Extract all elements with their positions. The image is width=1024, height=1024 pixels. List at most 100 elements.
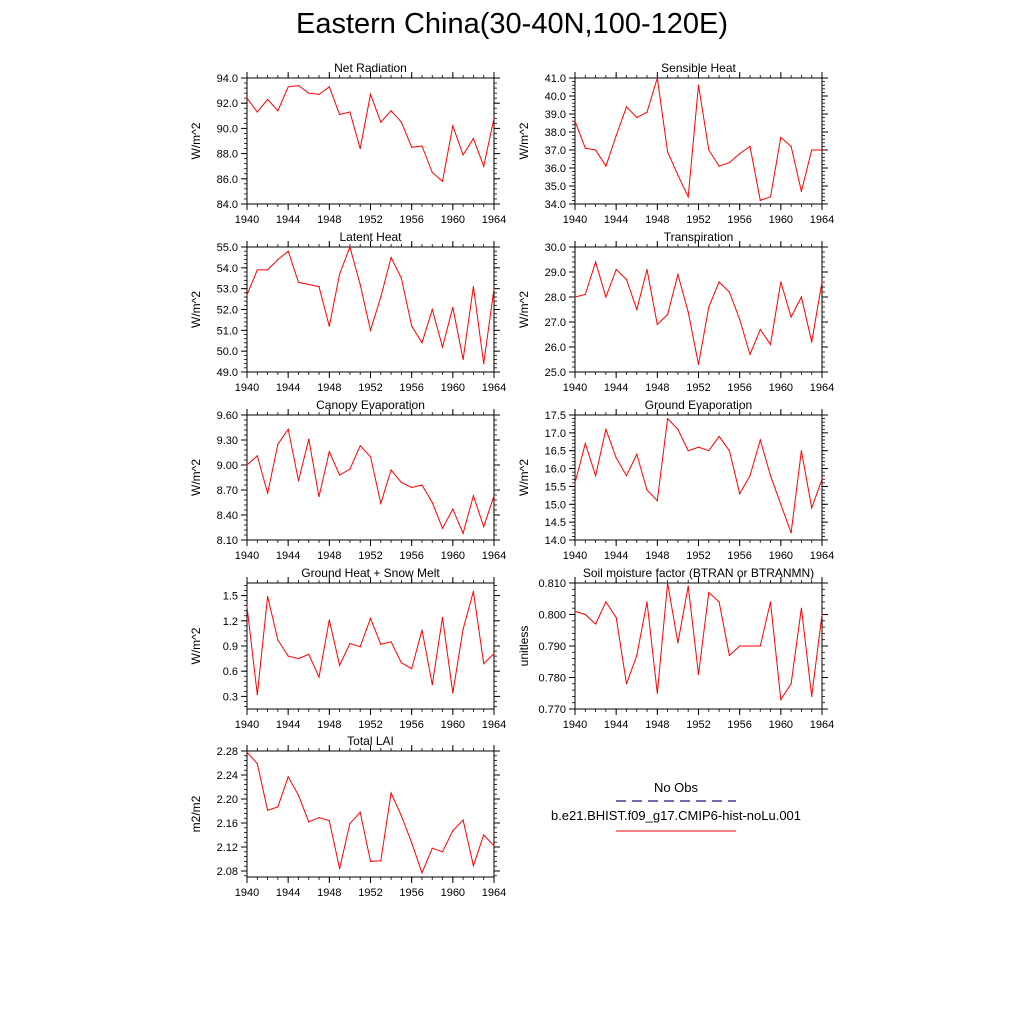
x-tick-label: 1960 (441, 887, 465, 899)
data-point (584, 293, 586, 296)
data-point (687, 585, 689, 587)
legend-obs-label: No Obs (653, 780, 699, 795)
series-line (574, 417, 823, 534)
x-tick-label: 1948 (317, 214, 341, 226)
plot-frame (574, 582, 823, 710)
y-tick-label: 34.0 (545, 199, 566, 211)
y-tick-label: 35.0 (545, 181, 566, 193)
data-point (697, 84, 700, 86)
y-tick-label: 37.0 (545, 145, 566, 157)
data-point (800, 296, 803, 298)
x-tick-label: 1948 (645, 382, 669, 394)
x-tick-label: 1956 (727, 382, 751, 394)
data-point (636, 654, 638, 657)
data-point (462, 532, 464, 534)
data-point (308, 283, 310, 286)
y-tick-label: 8.70 (217, 485, 238, 497)
data-point (318, 285, 320, 288)
y-tick-label: 88.0 (217, 149, 238, 161)
data-point (605, 601, 607, 603)
data-point (462, 154, 464, 156)
data-point (739, 318, 741, 321)
series-line (246, 751, 495, 875)
y-axis-label: W/m^2 (189, 291, 203, 328)
y-tick-label: 51.0 (217, 325, 238, 337)
data-point (308, 653, 310, 656)
y-tick-label: 9.30 (217, 435, 238, 447)
data-point (821, 149, 823, 151)
data-point (584, 613, 586, 616)
data-point (718, 435, 720, 438)
data-point (452, 125, 454, 127)
plot-frame (574, 246, 823, 373)
data-point (749, 145, 751, 147)
data-point (472, 495, 475, 497)
x-tick-label: 1952 (686, 214, 710, 226)
panel-5: Canopy Evaporation W/m^2 1940 1944 1948 1952 1… (189, 398, 506, 562)
x-tick-label: 1940 (235, 550, 259, 562)
data-point (287, 428, 289, 430)
data-point (472, 137, 475, 140)
data-point (411, 325, 413, 327)
data-point (390, 110, 392, 112)
data-point (328, 820, 330, 822)
data-point (687, 311, 689, 313)
x-tick-label: 1956 (727, 214, 751, 226)
data-point (369, 617, 372, 619)
data-point (380, 502, 382, 504)
data-point (811, 507, 813, 509)
data-point (328, 86, 330, 88)
y-axis-label: unitless (517, 626, 531, 667)
data-point (390, 792, 392, 794)
data-point (400, 481, 402, 484)
panel-title: Latent Heat (339, 230, 402, 244)
x-tick-label: 1964 (810, 214, 834, 226)
data-point (615, 268, 617, 271)
data-point (287, 250, 289, 252)
x-tick-label: 1940 (235, 382, 259, 394)
data-point (811, 695, 813, 698)
y-axis-label: W/m^2 (189, 122, 203, 159)
data-point (646, 268, 648, 271)
data-point (769, 343, 772, 346)
x-tick-label: 1964 (810, 550, 834, 562)
panel-9: Total LAI m2/m2 1940 1944 1948 1952 1956 1960 19… (189, 734, 506, 899)
x-tick-label: 1944 (276, 887, 300, 899)
data-point (246, 97, 248, 99)
data-point (574, 120, 576, 122)
y-tick-label: 94.0 (217, 73, 238, 85)
data-point (339, 273, 341, 275)
data-point (400, 277, 402, 279)
y-tick-label: 53.0 (217, 284, 238, 296)
x-tick-label: 1956 (399, 887, 423, 899)
data-point (359, 283, 361, 286)
x-tick-label: 1960 (441, 214, 465, 226)
data-point (483, 526, 485, 528)
x-tick-label: 1944 (276, 550, 300, 562)
data-point (636, 308, 638, 311)
data-point (656, 692, 658, 694)
legend-model-label: b.e21.BHIST.f09_g17.CMIP6-hist-noLu.001 (550, 808, 802, 823)
data-point (318, 93, 320, 95)
x-tick-label: 1948 (317, 887, 341, 899)
data-point (790, 145, 792, 147)
panel-3: Latent Heat W/m^2 1940 1944 1948 1952 1956 1960… (189, 230, 506, 394)
y-tick-label: 54.0 (217, 263, 238, 275)
data-point (380, 121, 382, 123)
data-point (421, 629, 423, 631)
data-point (790, 683, 792, 685)
y-tick-label: 2.24 (217, 770, 238, 782)
data-point (811, 341, 813, 343)
data-point (718, 165, 720, 167)
data-point (452, 508, 454, 510)
series-line (246, 245, 495, 364)
panel-title: Ground Heat + Snow Melt (301, 566, 440, 580)
plot-frame (246, 582, 495, 710)
data-point (277, 258, 279, 261)
y-tick-label: 29.0 (545, 267, 566, 279)
data-point (800, 450, 803, 452)
data-point (369, 456, 372, 458)
data-point (421, 872, 423, 874)
data-point (297, 281, 300, 284)
